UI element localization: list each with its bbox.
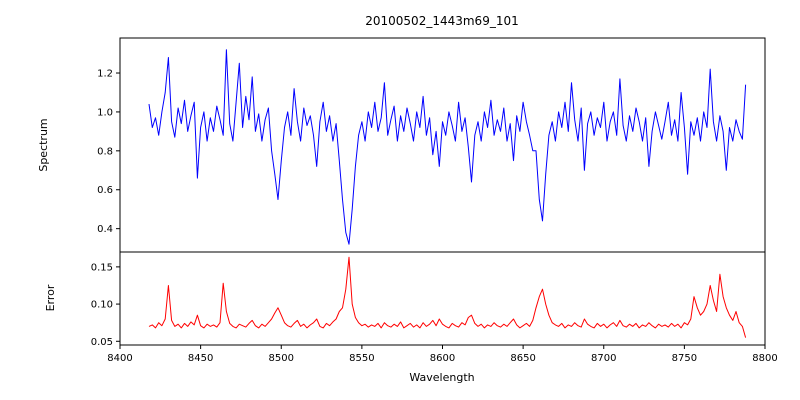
y-tick-label: 0.05 <box>91 337 113 348</box>
x-tick-label: 8700 <box>591 353 616 364</box>
error-line <box>148 256 747 338</box>
x-tick-label: 8500 <box>269 353 294 364</box>
y-tick-label: 0.10 <box>91 300 113 311</box>
x-tick-label: 8800 <box>752 353 777 364</box>
spectrum-line <box>148 49 747 245</box>
spectrum-y-axis-label: Spectrum <box>37 118 50 171</box>
error-panel-frame <box>119 251 766 346</box>
error-y-axis-label: Error <box>44 284 57 311</box>
x-tick-label: 8750 <box>672 353 697 364</box>
y-tick-label: 0.6 <box>97 185 113 196</box>
data-layer <box>148 49 747 338</box>
x-tick-label: 8450 <box>188 353 213 364</box>
x-axis-label: Wavelength <box>409 371 474 384</box>
plot-title: 20100502_1443m69_101 <box>365 14 518 28</box>
y-tick-label: 0.4 <box>97 224 113 235</box>
y-tick-label: 0.15 <box>91 262 113 273</box>
spectrum-panel-frame <box>119 37 766 253</box>
x-tick-label: 8650 <box>510 353 535 364</box>
y-tick-label: 1.2 <box>97 69 113 80</box>
x-tick-label: 8600 <box>430 353 455 364</box>
y-tick-label: 0.8 <box>97 146 113 157</box>
x-tick-label: 8550 <box>349 353 374 364</box>
axes-layer: 0.4 0.6 0.8 1.0 1.2 0.05 0.10 0.15 8400 8450 8500 8… <box>91 37 778 364</box>
y-tick-label: 1.0 <box>97 107 113 118</box>
x-tick-label: 8400 <box>107 353 132 364</box>
